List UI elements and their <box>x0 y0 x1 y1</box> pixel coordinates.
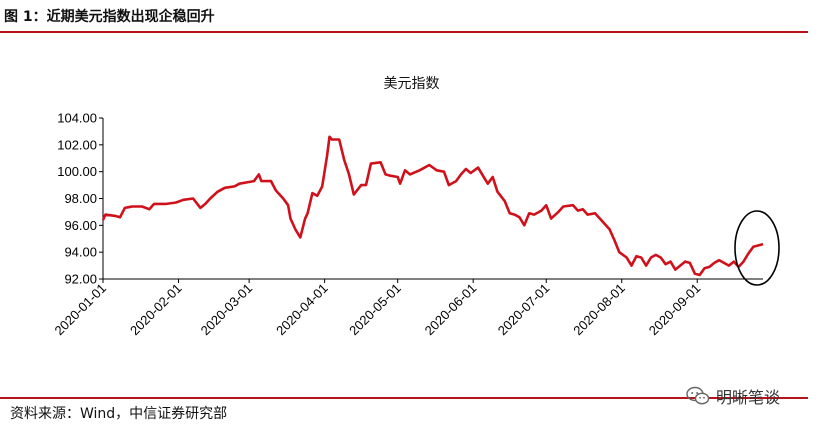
bottom-divider <box>0 397 808 399</box>
chart-series <box>101 135 764 277</box>
x-tick-label: 2020-07-01 <box>495 281 553 339</box>
x-tick-label: 2020-04-01 <box>273 281 331 339</box>
x-tick-label: 2020-02-01 <box>127 281 185 339</box>
highlight-ellipse <box>734 210 780 286</box>
y-tick-label: 94.00 <box>64 245 97 260</box>
source-note: 资料来源：Wind，中信证券研究部 <box>10 406 228 422</box>
chart-title: 美元指数 <box>383 76 440 92</box>
top-divider <box>0 31 808 33</box>
figure-title: 图 1：近期美元指数出现企稳回升 <box>4 9 215 25</box>
wechat-icon <box>686 386 710 405</box>
y-axis-ticks: 92.00 94.00 96.00 98.00 100.00 102.00 104.00 <box>57 111 103 287</box>
x-tick-label: 2020-09-01 <box>646 281 704 339</box>
y-tick-label: 96.00 <box>64 218 97 233</box>
x-tick-label: 2020-06-01 <box>422 281 480 339</box>
chart-axes <box>102 118 763 280</box>
watermark: 明晰笔谈 <box>686 384 780 408</box>
x-tick-label: 2020-01-01 <box>51 281 109 339</box>
x-tick-label: 2020-08-01 <box>570 281 628 339</box>
series-line <box>101 135 764 277</box>
y-tick-label: 98.00 <box>64 191 97 206</box>
x-axis-ticks: 2020-01-01 2020-02-01 2020-03-01 2020-04-01… <box>51 279 703 338</box>
y-tick-label: 100.00 <box>57 164 97 179</box>
y-tick-label: 104.00 <box>57 111 97 126</box>
y-tick-label: 92.00 <box>64 272 97 287</box>
x-tick-label: 2020-03-01 <box>198 281 256 339</box>
watermark-label: 明晰笔谈 <box>716 388 781 407</box>
x-tick-label: 2020-05-01 <box>346 281 404 339</box>
y-tick-label: 102.00 <box>57 137 97 152</box>
